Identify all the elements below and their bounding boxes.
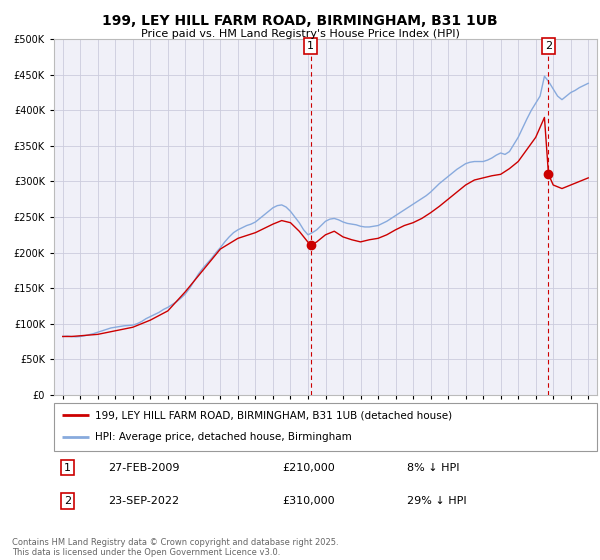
- Text: 1: 1: [64, 463, 71, 473]
- Text: Contains HM Land Registry data © Crown copyright and database right 2025.
This d: Contains HM Land Registry data © Crown c…: [12, 538, 338, 557]
- Text: 2: 2: [545, 41, 552, 52]
- Text: 199, LEY HILL FARM ROAD, BIRMINGHAM, B31 1UB: 199, LEY HILL FARM ROAD, BIRMINGHAM, B31…: [102, 14, 498, 28]
- Text: 199, LEY HILL FARM ROAD, BIRMINGHAM, B31 1UB (detached house): 199, LEY HILL FARM ROAD, BIRMINGHAM, B31…: [95, 410, 452, 420]
- Text: 2: 2: [64, 496, 71, 506]
- Text: 29% ↓ HPI: 29% ↓ HPI: [407, 496, 467, 506]
- Text: 8% ↓ HPI: 8% ↓ HPI: [407, 463, 460, 473]
- FancyBboxPatch shape: [54, 403, 597, 451]
- Text: 1: 1: [307, 41, 314, 52]
- Text: Price paid vs. HM Land Registry's House Price Index (HPI): Price paid vs. HM Land Registry's House …: [140, 29, 460, 39]
- Text: £310,000: £310,000: [282, 496, 335, 506]
- Text: HPI: Average price, detached house, Birmingham: HPI: Average price, detached house, Birm…: [95, 432, 352, 442]
- Text: 23-SEP-2022: 23-SEP-2022: [109, 496, 179, 506]
- Text: 27-FEB-2009: 27-FEB-2009: [109, 463, 180, 473]
- Text: £210,000: £210,000: [282, 463, 335, 473]
